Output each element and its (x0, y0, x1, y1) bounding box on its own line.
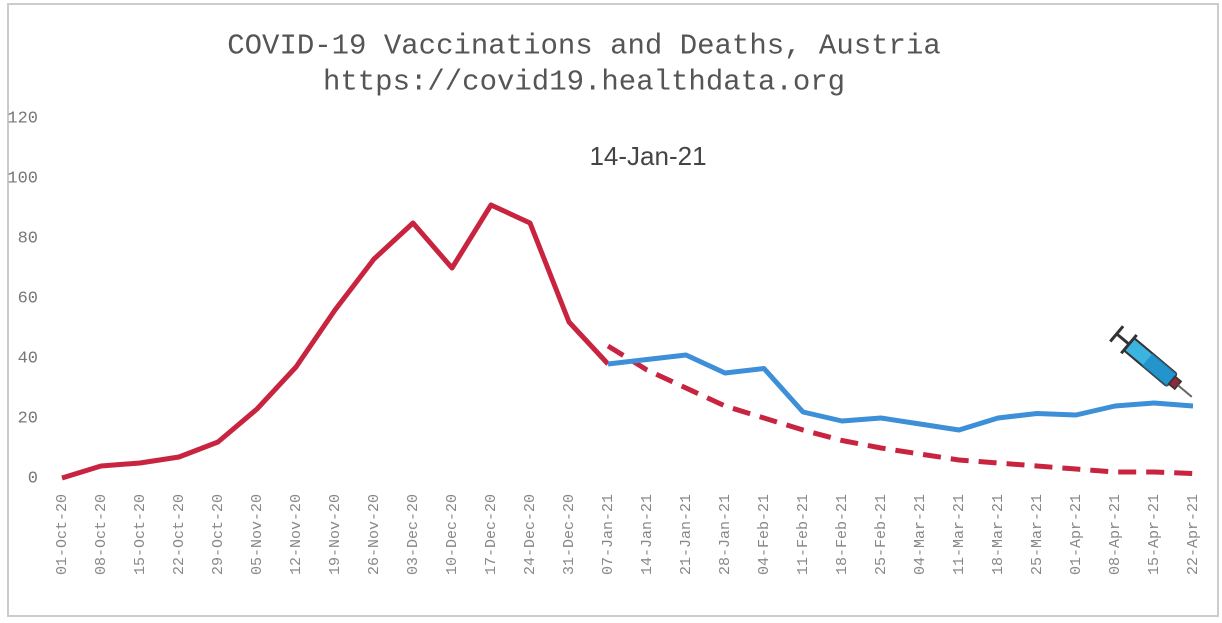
x-tick-label: 28-Jan-21 (717, 494, 734, 575)
series-line (607, 352, 1194, 433)
x-tick-label: 15-Apr-21 (1146, 494, 1163, 575)
y-tick-label: 0 (28, 469, 38, 488)
chart-title: COVID-19 Vaccinations and Deaths, Austri… (227, 30, 941, 63)
x-tick-label: 29-Oct-20 (210, 494, 227, 575)
x-tick-label: 08-Oct-20 (93, 494, 110, 575)
y-tick-label: 60 (18, 289, 38, 308)
y-tick-label: 20 (18, 409, 38, 428)
chart-subtitle: https://covid19.healthdata.org (323, 66, 845, 99)
x-tick-label: 31-Dec-20 (561, 494, 578, 575)
x-tick-label: 19-Nov-20 (327, 494, 344, 575)
x-tick-label: 07-Jan-21 (600, 494, 617, 575)
x-tick-label: 04-Mar-21 (912, 494, 929, 575)
syringe-icon (1109, 325, 1193, 398)
chart-frame (7, 3, 1219, 617)
x-tick-label: 01-Apr-21 (1068, 494, 1085, 575)
date-annotation: 14-Jan-21 (589, 141, 706, 171)
series-line (61, 202, 610, 481)
x-tick-label: 11-Mar-21 (951, 494, 968, 575)
x-tick-label: 24-Dec-20 (522, 494, 539, 575)
x-tick-label: 08-Apr-21 (1107, 494, 1124, 575)
y-tick-label: 80 (18, 229, 38, 248)
y-tick-label: 100 (7, 169, 38, 188)
x-tick-label: 17-Dec-20 (483, 494, 500, 575)
x-tick-label: 01-Oct-20 (54, 494, 71, 575)
x-tick-label: 15-Oct-20 (132, 494, 149, 575)
plot: 0 20 40 60 80 100 120 01-Oct-20 08-Oct-20 15-Oct-… (7, 109, 1202, 575)
x-tick-label: 22-Oct-20 (171, 494, 188, 575)
x-tick-label: 25-Mar-21 (1029, 494, 1046, 575)
x-tick-label: 04-Feb-21 (756, 494, 773, 575)
x-tick-label: 22-Apr-21 (1185, 494, 1202, 575)
x-tick-label: 18-Mar-21 (990, 494, 1007, 575)
x-tick-label: 18-Feb-21 (834, 494, 851, 575)
x-tick-label: 05-Nov-20 (249, 494, 266, 575)
x-tick-label: 26-Nov-20 (366, 494, 383, 575)
series-line (606, 343, 1194, 476)
x-tick-label: 14-Jan-21 (639, 494, 656, 575)
x-tick-label: 12-Nov-20 (288, 494, 305, 575)
x-tick-label: 25-Feb-21 (873, 494, 890, 575)
x-tick-label: 03-Dec-20 (405, 494, 422, 575)
y-tick-label: 40 (18, 349, 38, 368)
y-tick-label: 120 (7, 109, 38, 128)
x-tick-label: 11-Feb-21 (795, 494, 812, 575)
x-tick-label: 10-Dec-20 (444, 494, 461, 575)
x-tick-label: 21-Jan-21 (678, 494, 695, 575)
